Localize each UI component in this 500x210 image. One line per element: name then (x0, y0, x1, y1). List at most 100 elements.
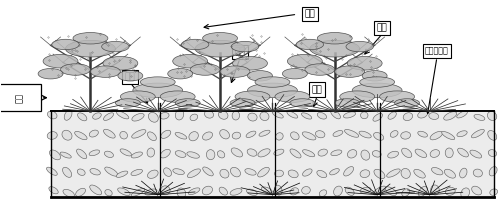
Ellipse shape (175, 133, 187, 139)
Ellipse shape (334, 186, 342, 196)
Ellipse shape (246, 131, 256, 138)
Ellipse shape (60, 64, 90, 75)
Ellipse shape (288, 54, 322, 68)
Ellipse shape (232, 56, 268, 70)
Ellipse shape (290, 132, 299, 140)
Ellipse shape (148, 132, 156, 141)
Ellipse shape (118, 188, 130, 196)
Ellipse shape (132, 130, 146, 138)
Ellipse shape (220, 66, 250, 77)
Ellipse shape (177, 188, 186, 198)
Ellipse shape (172, 54, 208, 68)
Text: 石草: 石草 (312, 85, 322, 94)
Ellipse shape (259, 130, 270, 136)
Ellipse shape (418, 111, 428, 118)
Ellipse shape (360, 112, 368, 119)
Text: 野草生长区: 野草生长区 (425, 46, 449, 55)
Ellipse shape (361, 150, 370, 160)
Ellipse shape (232, 41, 258, 52)
Ellipse shape (333, 131, 343, 136)
Ellipse shape (160, 186, 170, 195)
Ellipse shape (131, 189, 145, 196)
Ellipse shape (296, 39, 324, 50)
Ellipse shape (302, 169, 312, 176)
Ellipse shape (461, 188, 469, 198)
Ellipse shape (190, 114, 198, 121)
Ellipse shape (331, 150, 342, 156)
Ellipse shape (473, 169, 482, 177)
Text: 草本: 草本 (125, 72, 136, 81)
Ellipse shape (230, 189, 242, 195)
Ellipse shape (50, 150, 60, 160)
Ellipse shape (388, 112, 396, 119)
Ellipse shape (335, 66, 364, 77)
Ellipse shape (187, 152, 200, 158)
Ellipse shape (316, 131, 325, 138)
Ellipse shape (460, 168, 467, 178)
Ellipse shape (430, 150, 440, 158)
Ellipse shape (219, 187, 228, 195)
Ellipse shape (105, 190, 112, 196)
Ellipse shape (402, 189, 410, 196)
Ellipse shape (362, 71, 387, 81)
Ellipse shape (52, 39, 79, 50)
Ellipse shape (372, 151, 381, 157)
Ellipse shape (173, 169, 184, 175)
Ellipse shape (245, 169, 256, 175)
Ellipse shape (62, 130, 72, 140)
Ellipse shape (102, 41, 129, 52)
Ellipse shape (140, 77, 175, 87)
Ellipse shape (175, 151, 186, 158)
Ellipse shape (147, 148, 154, 157)
Ellipse shape (456, 111, 468, 118)
Ellipse shape (202, 167, 213, 176)
Ellipse shape (318, 149, 328, 156)
Ellipse shape (104, 151, 114, 158)
Ellipse shape (118, 71, 143, 81)
Ellipse shape (103, 56, 138, 70)
Ellipse shape (202, 33, 237, 44)
Ellipse shape (474, 114, 485, 120)
Ellipse shape (320, 190, 326, 197)
Text: 土塢: 土塢 (377, 23, 388, 32)
Ellipse shape (430, 185, 440, 195)
Ellipse shape (458, 148, 468, 157)
Ellipse shape (360, 187, 371, 193)
Ellipse shape (60, 152, 72, 158)
Ellipse shape (120, 91, 156, 102)
Ellipse shape (260, 112, 269, 121)
Ellipse shape (63, 189, 74, 197)
Ellipse shape (76, 188, 86, 196)
Ellipse shape (104, 167, 118, 176)
Ellipse shape (160, 91, 195, 102)
Ellipse shape (360, 77, 394, 87)
Ellipse shape (302, 132, 316, 140)
Ellipse shape (161, 130, 171, 138)
Ellipse shape (38, 68, 63, 79)
Ellipse shape (62, 167, 72, 177)
Ellipse shape (255, 77, 290, 87)
Ellipse shape (202, 132, 212, 140)
Ellipse shape (218, 151, 225, 158)
Ellipse shape (446, 187, 455, 195)
Ellipse shape (220, 130, 230, 139)
Ellipse shape (347, 56, 382, 70)
Ellipse shape (302, 150, 314, 157)
Ellipse shape (90, 66, 120, 77)
Ellipse shape (317, 171, 327, 178)
Ellipse shape (344, 112, 355, 118)
Ellipse shape (188, 169, 200, 178)
Ellipse shape (116, 171, 128, 177)
Ellipse shape (248, 113, 257, 121)
Ellipse shape (388, 151, 398, 158)
Ellipse shape (73, 33, 108, 44)
Ellipse shape (472, 129, 484, 138)
Ellipse shape (206, 150, 215, 160)
Ellipse shape (429, 113, 438, 119)
Ellipse shape (104, 129, 115, 138)
Ellipse shape (258, 149, 270, 157)
Ellipse shape (189, 132, 198, 141)
Ellipse shape (64, 110, 72, 120)
Ellipse shape (488, 131, 497, 140)
Ellipse shape (374, 169, 385, 179)
